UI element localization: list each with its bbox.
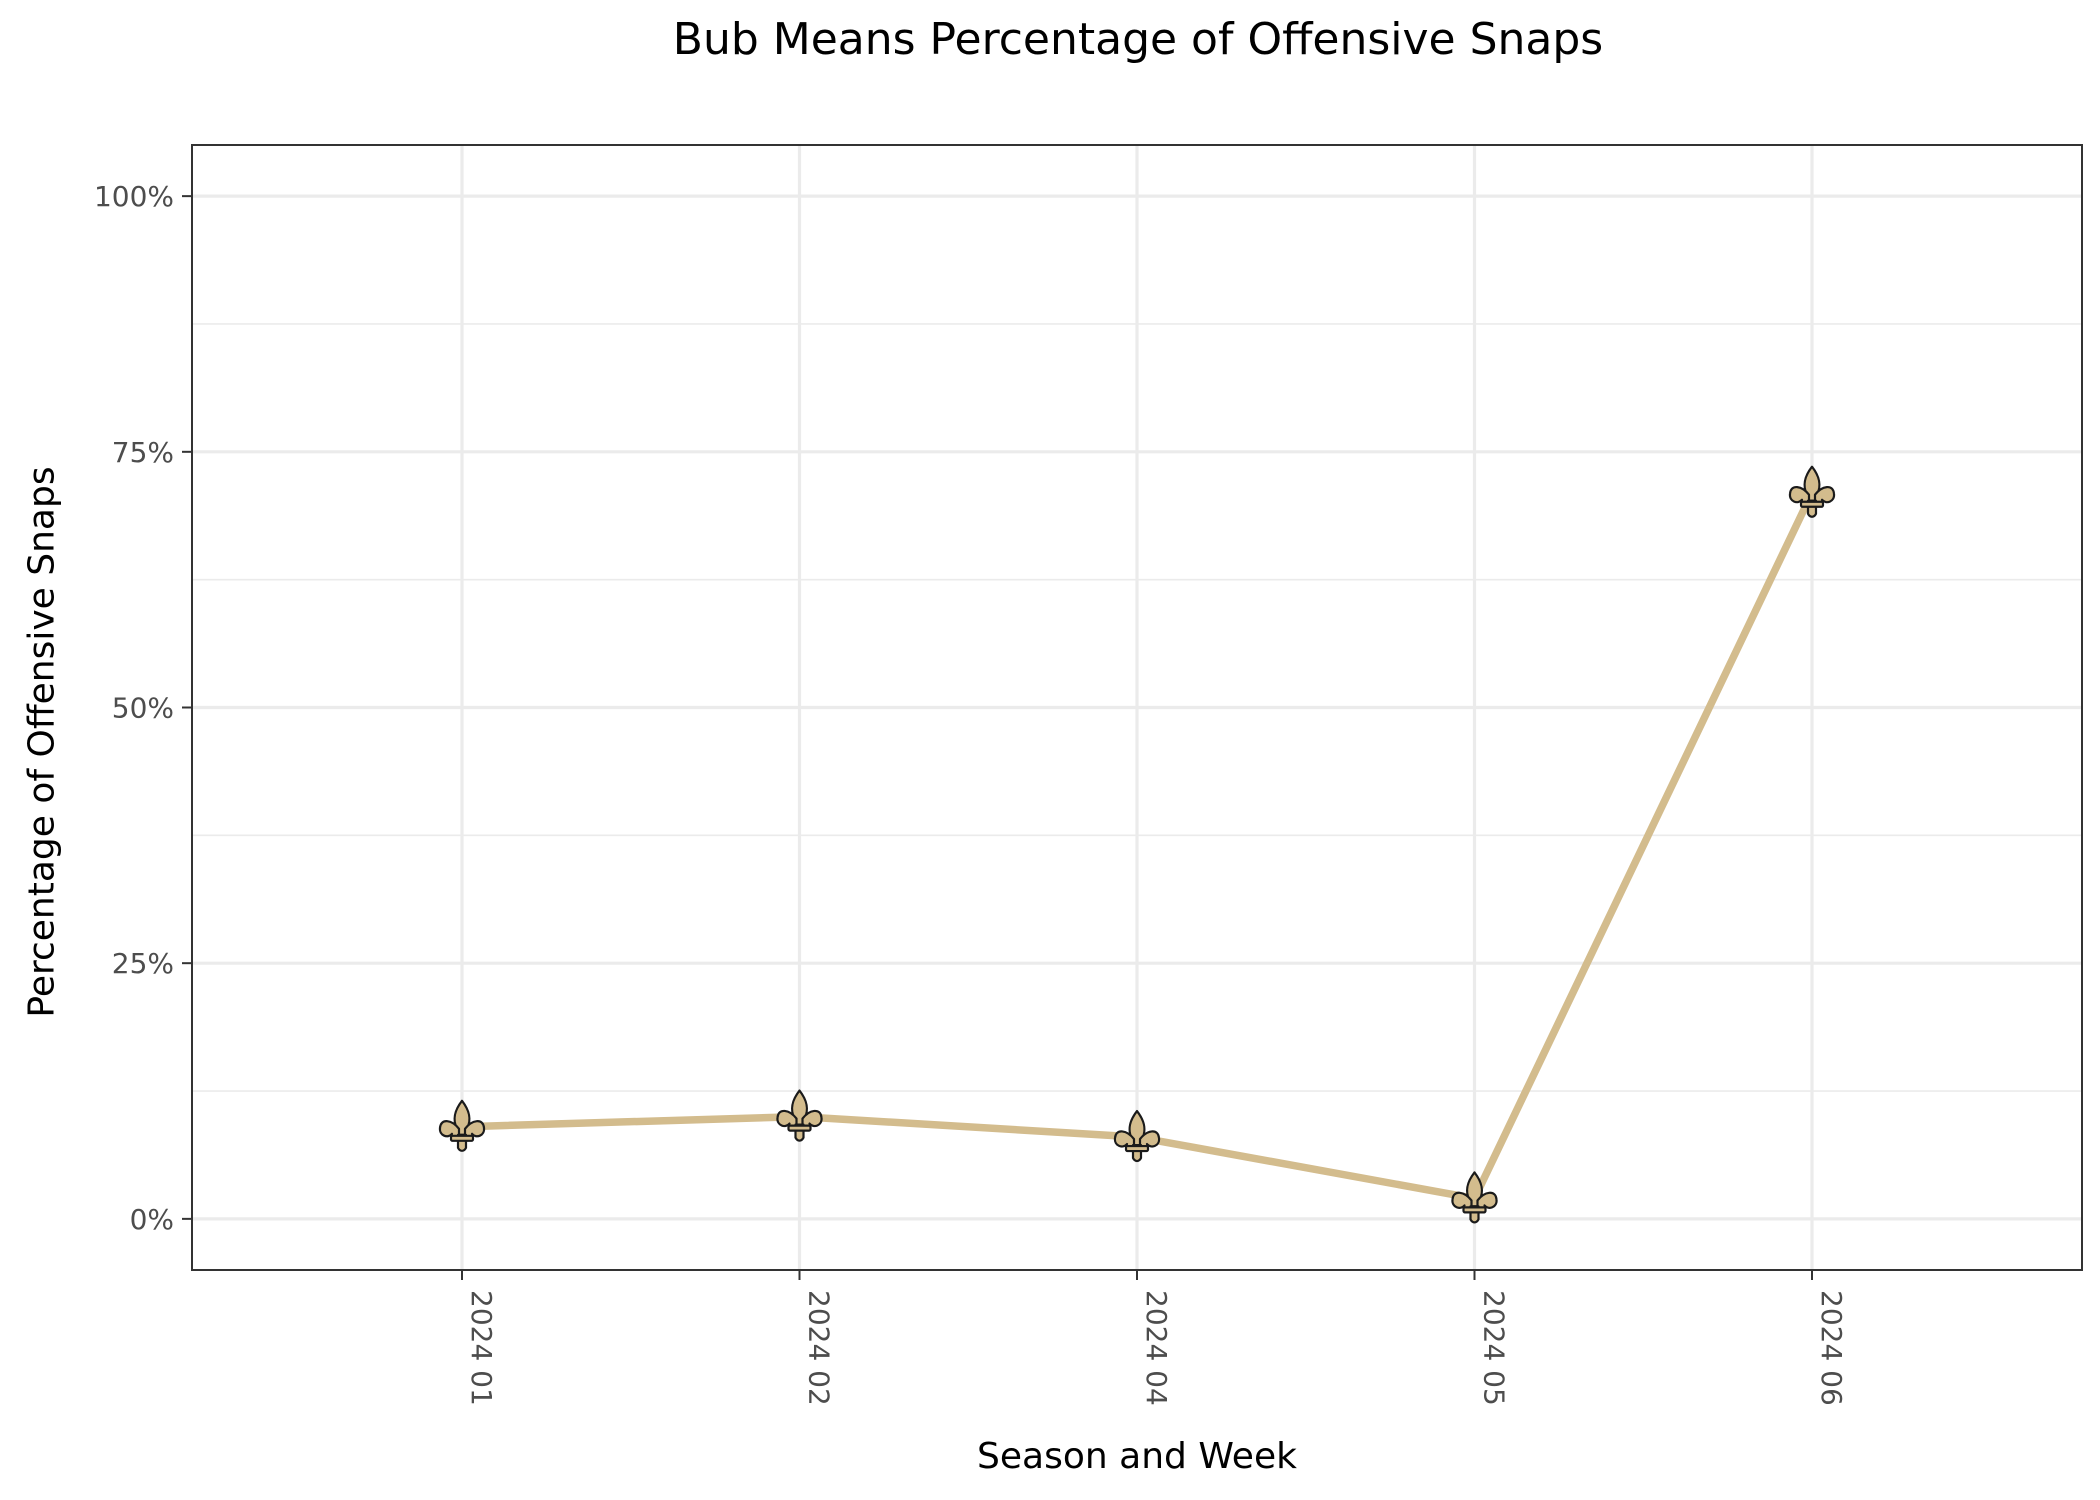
x-axis-label: Season and Week [977, 1436, 1297, 1477]
y-tick-label: 75% [112, 436, 174, 469]
x-tick-label: 2024 02 [803, 1290, 836, 1406]
x-tick-label: 2024 06 [1815, 1290, 1848, 1406]
y-tick-label: 50% [112, 692, 174, 725]
x-tick-label: 2024 01 [465, 1290, 498, 1406]
axes: 0% 25% 50% 75% 100% 2024 01 2024 02 2024 04 2024… [94, 144, 2083, 1406]
y-tick-label: 0% [130, 1203, 174, 1236]
y-tick-label: 25% [112, 947, 174, 980]
y-tick-label: 100% [94, 180, 174, 213]
x-tick-label: 2024 05 [1478, 1290, 1511, 1406]
chart-title: Bub Means Percentage of Offensive Snaps [672, 14, 1604, 65]
x-tick-label: 2024 04 [1140, 1290, 1173, 1406]
grid-lines [192, 145, 2082, 1270]
